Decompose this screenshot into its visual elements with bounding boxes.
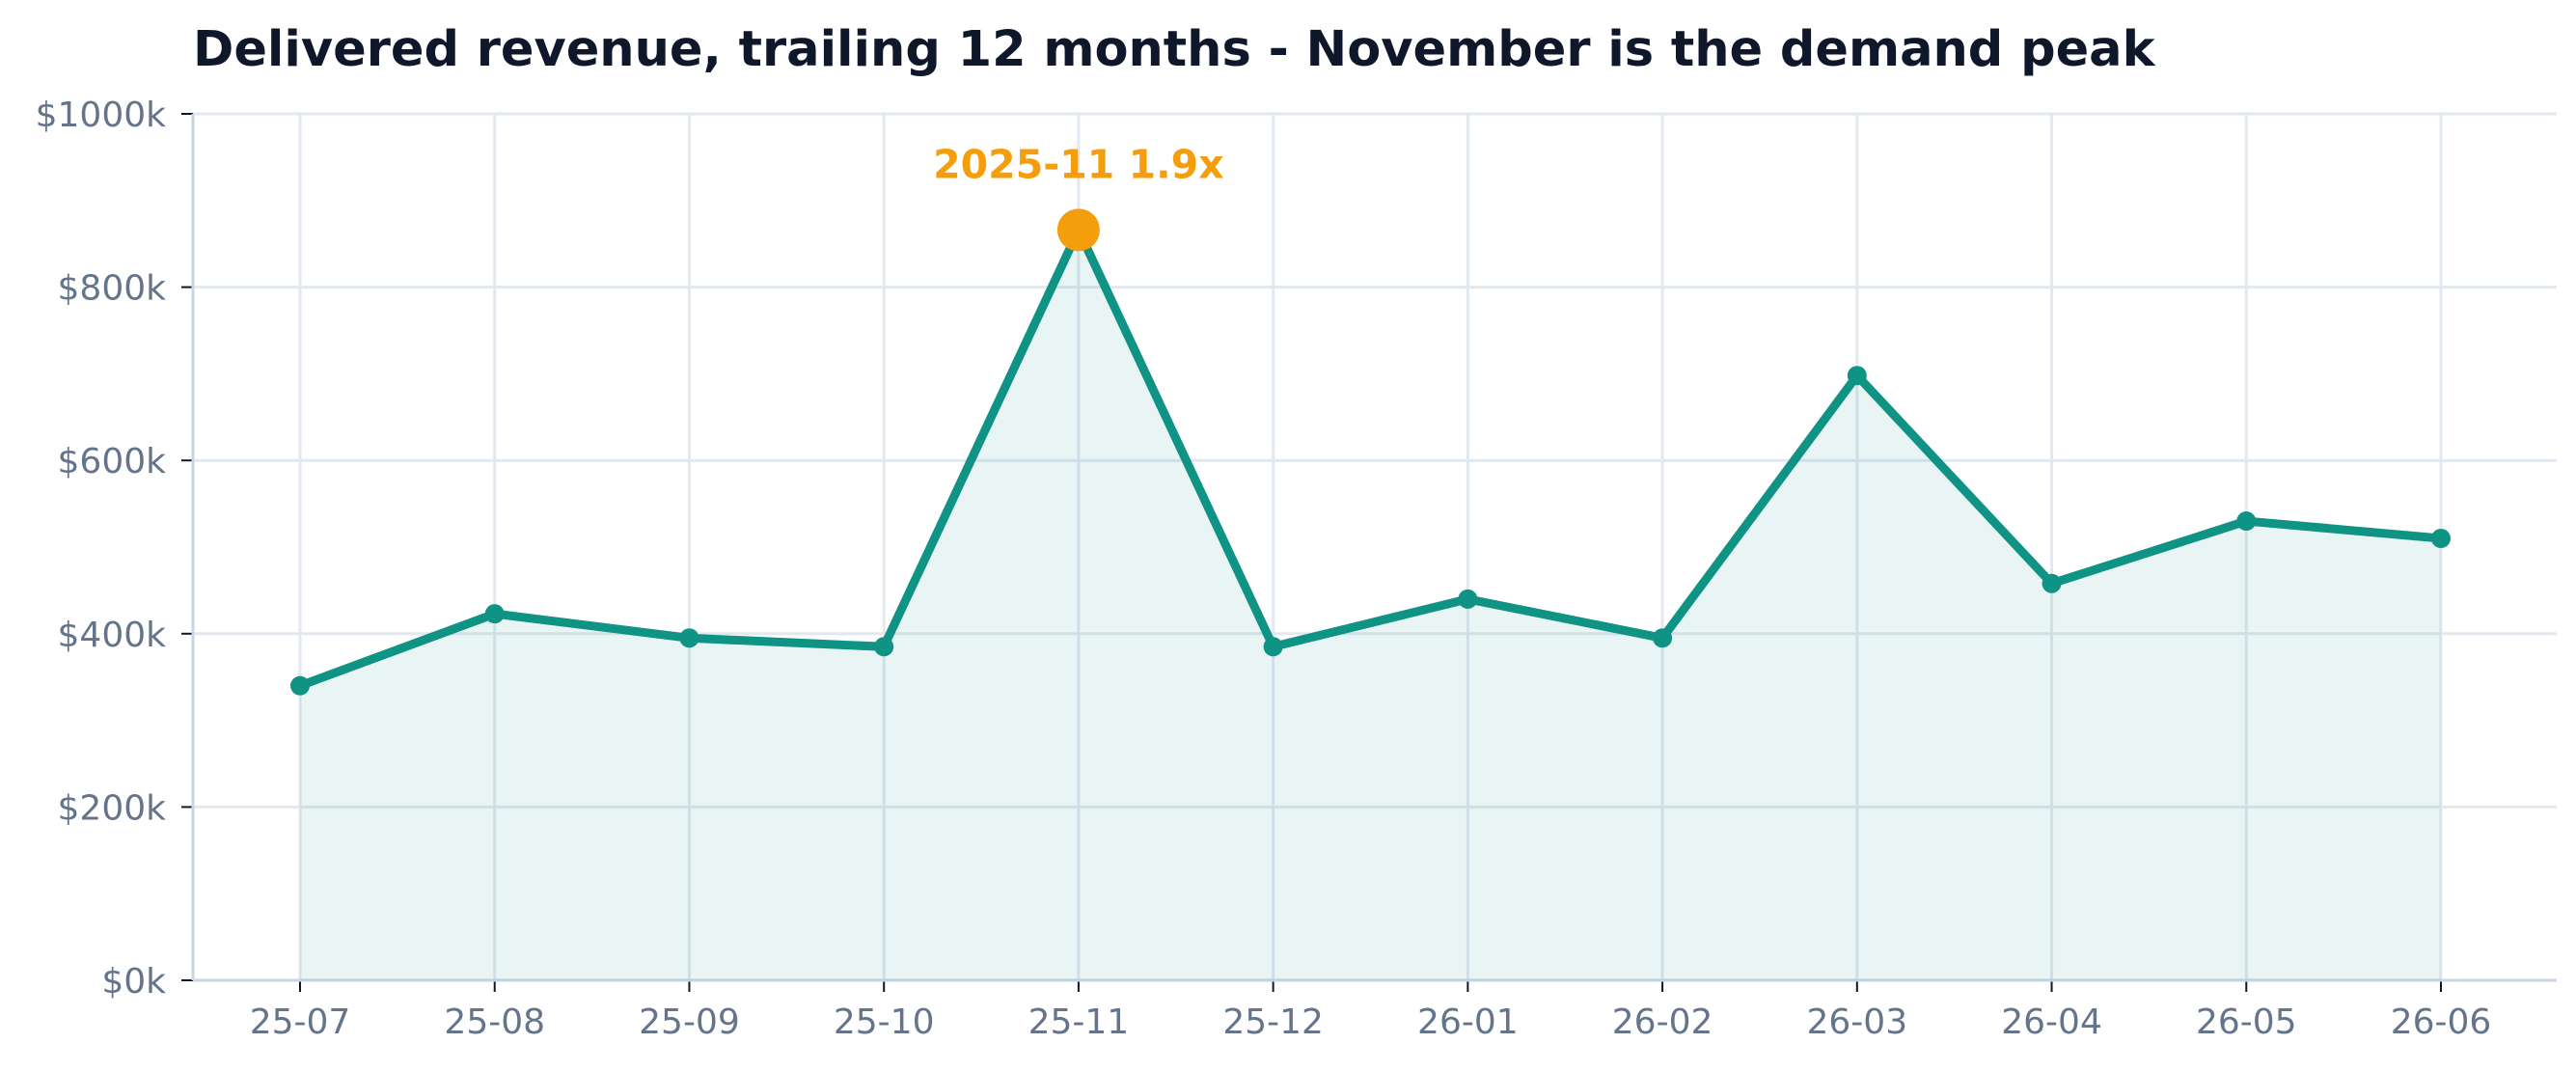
data-point — [290, 675, 310, 696]
grid-lines — [193, 112, 2557, 980]
x-tick-label: 25-11 — [1028, 1002, 1130, 1042]
y-tick-label: $1000k — [36, 96, 167, 135]
tick-labels: $0k $200k $400k $600k $800k $1000k 25-07 25-08 2… — [36, 96, 2492, 1042]
data-point — [2042, 573, 2062, 593]
x-tick-label: 25-12 — [1222, 1002, 1324, 1042]
data-point — [1847, 366, 1867, 386]
data-point — [484, 604, 505, 624]
series-line — [295, 225, 2446, 691]
y-tick-label: $600k — [58, 442, 167, 481]
data-point — [1458, 589, 1478, 609]
x-tick-label: 26-06 — [2391, 1002, 2492, 1042]
x-tick-label: 26-01 — [1417, 1002, 1519, 1042]
data-points — [290, 208, 2451, 696]
area-shape — [300, 230, 2441, 980]
axes — [181, 113, 2557, 992]
y-tick-label: $0k — [101, 962, 166, 1002]
x-tick-label: 26-04 — [2001, 1002, 2102, 1042]
data-point — [2236, 511, 2257, 532]
x-tick-label: 25-09 — [639, 1002, 740, 1042]
data-point — [874, 637, 894, 657]
data-point — [2431, 529, 2451, 549]
x-tick-label: 26-02 — [1612, 1002, 1713, 1042]
data-point — [1653, 628, 1673, 648]
y-tick-label: $800k — [58, 269, 167, 309]
chart-title: Delivered revenue, trailing 12 months - … — [193, 21, 2156, 78]
area-fill — [300, 230, 2441, 980]
x-tick-label: 26-05 — [2196, 1002, 2297, 1042]
x-tick-label: 25-08 — [444, 1002, 545, 1042]
x-tick-label: 25-07 — [250, 1002, 351, 1042]
x-tick-label: 26-03 — [1807, 1002, 1908, 1042]
data-point — [679, 628, 699, 648]
data-point — [1263, 637, 1283, 657]
y-tick-label: $200k — [58, 788, 167, 828]
x-tick-label: 25-10 — [834, 1002, 935, 1042]
peak-point — [1056, 208, 1100, 252]
peak-annotation: 2025-11 1.9x — [933, 141, 1224, 187]
revenue-line — [295, 225, 2446, 691]
y-tick-label: $400k — [58, 616, 167, 655]
